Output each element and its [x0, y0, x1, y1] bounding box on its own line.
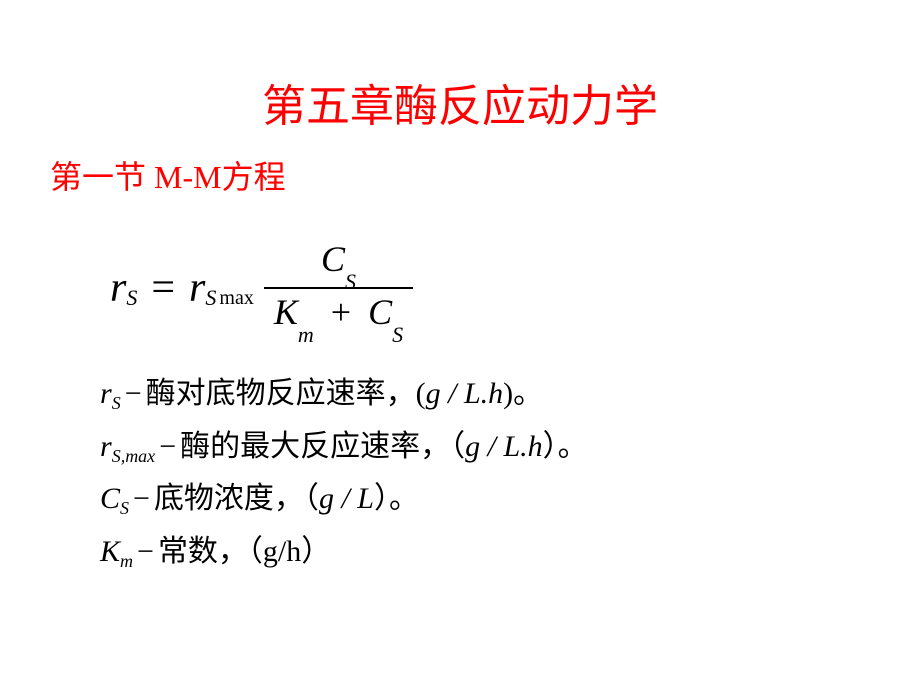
def-line-0: rS − 酶对底物反应速率，(g / L.h)。 — [100, 368, 920, 421]
eq-den-var2: C — [368, 292, 392, 332]
def-desc: 底物浓度，（ — [154, 473, 319, 526]
def-unit: g / L.h — [465, 421, 543, 474]
eq-den-var1: K — [274, 292, 298, 332]
def-line-2: CS − 底物浓度，（g / L）。 — [100, 473, 920, 526]
eq-num-var: C — [321, 239, 345, 279]
eq-den-sub1: m — [298, 322, 314, 347]
def-sym: C — [100, 473, 120, 526]
definitions-block: rS − 酶对底物反应速率，(g / L.h)。 rS,max − 酶的最大反应… — [0, 338, 920, 578]
main-equation: r S = r S max CS Km + CS — [0, 198, 920, 338]
def-desc: 酶对底物反应速率，( — [146, 368, 426, 421]
eq-rhs-var: r — [189, 264, 205, 312]
eq-rhs-sub2: max — [216, 287, 253, 310]
def-dash: − — [133, 526, 158, 579]
def-dash: − — [155, 421, 180, 474]
def-close: )。 — [503, 368, 543, 421]
def-line-3: Km − 常数，（g/h） — [100, 526, 920, 579]
section-title: 第一节 M-M方程 — [0, 134, 920, 198]
def-line-1: rS,max − 酶的最大反应速率，（g / L.h）。 — [100, 421, 920, 474]
def-sub: S,max — [112, 441, 156, 473]
chapter-title: 第五章酶反应动力学 — [0, 0, 920, 134]
def-sub: m — [120, 546, 133, 578]
eq-den-sub2: S — [392, 322, 403, 347]
def-sub: S — [120, 493, 129, 525]
def-close: ）。 — [374, 473, 419, 526]
eq-lhs-var: r — [110, 264, 126, 312]
eq-fraction: CS Km + CS — [264, 238, 413, 338]
eq-equals: = — [137, 264, 189, 312]
eq-lhs-sub: S — [126, 285, 137, 311]
def-dash: − — [121, 368, 146, 421]
def-sub: S — [112, 388, 121, 420]
def-desc: 酶的最大反应速率，（ — [180, 421, 465, 474]
eq-rhs-sub1: S — [205, 285, 216, 311]
def-sym: r — [100, 421, 112, 474]
eq-plus: + — [323, 292, 359, 332]
eq-num-sub: S — [345, 269, 356, 294]
def-unit: g / L.h — [426, 368, 504, 421]
def-sym: K — [100, 526, 120, 579]
def-unit: g / L — [319, 473, 374, 526]
def-desc: 常数，（g/h） — [158, 526, 331, 579]
def-dash: − — [129, 473, 154, 526]
def-close: ）。 — [543, 421, 588, 474]
def-sym: r — [100, 368, 112, 421]
